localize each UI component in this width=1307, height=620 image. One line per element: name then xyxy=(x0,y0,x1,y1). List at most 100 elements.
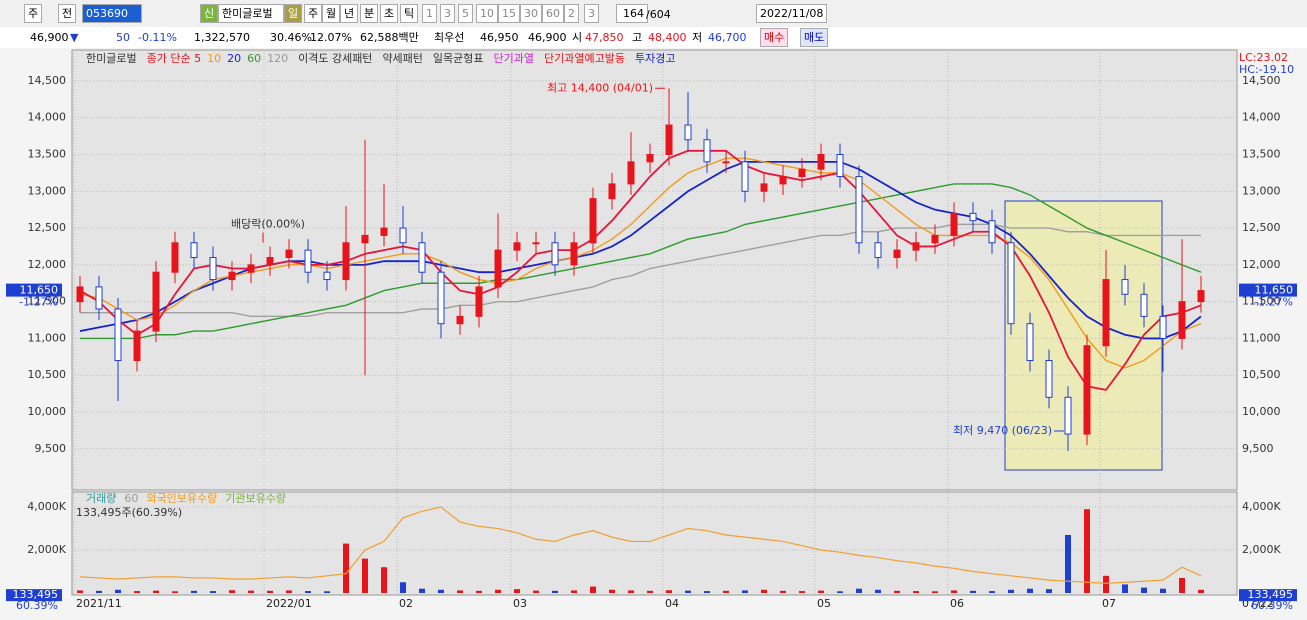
sell-btn[interactable]: 매도 xyxy=(800,28,829,47)
candle-body xyxy=(950,212,958,236)
volume-bar xyxy=(837,591,843,593)
volume-bar xyxy=(343,543,349,593)
candle-body xyxy=(760,183,768,192)
interval-btn[interactable]: 30 xyxy=(520,4,542,23)
menu[interactable]: 전 xyxy=(58,4,77,23)
volume-bar xyxy=(248,590,254,593)
volume-bar xyxy=(134,591,140,593)
code-input[interactable]: 053690 xyxy=(82,4,142,23)
buy-btn[interactable]: 매수 xyxy=(760,28,789,47)
interval-btn[interactable]: 15 xyxy=(498,4,520,23)
volume-bar xyxy=(191,590,197,593)
annotation: 최고 14,400 (04/01) xyxy=(547,81,653,94)
volume-bar xyxy=(628,590,634,593)
x-tick-label: 02 xyxy=(399,597,413,610)
current-price: 11,650 xyxy=(1255,284,1294,297)
interval-btn[interactable]: 5 xyxy=(458,4,473,23)
count-total: /604 xyxy=(646,8,671,21)
count[interactable]: 164 xyxy=(616,4,648,23)
volume-bar xyxy=(571,590,577,593)
open: 47,850 xyxy=(585,31,624,44)
volume-bar xyxy=(1198,589,1204,593)
candle-body xyxy=(475,286,483,317)
volume-bar xyxy=(913,591,919,593)
turnover: 30.46% xyxy=(270,31,312,44)
candle-body xyxy=(418,242,426,273)
y-tick-label: 13,000 xyxy=(1242,184,1281,197)
chart: 9,500 9,500 10,000 10,000 10,500 10,500 11,000… xyxy=(0,48,1307,620)
candle-body xyxy=(893,249,901,258)
period-btn[interactable]: 분 xyxy=(360,4,379,23)
legend-item: 단기과열예고발동 xyxy=(544,52,625,65)
volume-bar xyxy=(704,591,710,593)
volume-bar xyxy=(96,590,102,593)
y-tick-label: 11,500 xyxy=(28,295,67,308)
period-btn[interactable]: 주 xyxy=(304,4,323,23)
arrow: ▼ xyxy=(70,31,79,44)
date[interactable]: 2022/11/08 xyxy=(756,4,828,23)
candle-body xyxy=(380,227,388,236)
change-pct: -1.27% xyxy=(1254,296,1293,309)
price: 46,900 xyxy=(30,31,69,44)
y-tick-label: 2,000K xyxy=(1242,543,1281,556)
candle-body xyxy=(912,242,920,251)
period-btn[interactable]: 월 xyxy=(322,4,341,23)
low: 46,700 xyxy=(708,31,747,44)
x-tick-label: 06 xyxy=(950,597,964,610)
volume-bar xyxy=(799,591,805,593)
candle-body xyxy=(608,183,616,200)
candle-body xyxy=(817,153,825,170)
volume-bar xyxy=(666,590,672,593)
current-volume-box xyxy=(6,589,62,602)
candle-body xyxy=(494,249,502,288)
candle-body xyxy=(266,256,274,266)
lc-label: LC:23.02 xyxy=(1239,51,1288,64)
legend-item: 단기과열 xyxy=(494,52,534,65)
candle-body xyxy=(798,168,806,178)
candle-body xyxy=(285,249,293,258)
current-volume: 133,495 xyxy=(13,588,59,601)
stock-name: 한미글로벌 xyxy=(218,4,284,23)
candle-body xyxy=(114,308,122,362)
ma-line xyxy=(80,223,1201,318)
interval-btn[interactable]: 1 xyxy=(422,4,437,23)
candle-body xyxy=(513,242,521,251)
volume-bar xyxy=(1027,588,1033,593)
holding-line xyxy=(79,506,1202,584)
volume-bar xyxy=(609,589,615,593)
candle-body xyxy=(437,271,445,325)
candle-body xyxy=(1178,301,1186,339)
y-tick-label: 10,500 xyxy=(1242,368,1281,381)
legend-item: 20 xyxy=(227,52,241,65)
period-btn[interactable]: 일 xyxy=(284,4,303,23)
candle-body xyxy=(209,256,217,281)
legend-item: 60 xyxy=(247,52,261,65)
candle-body xyxy=(722,161,730,164)
volume-bar xyxy=(362,558,368,593)
interval-btn[interactable]: 60 xyxy=(542,4,564,23)
period-btn[interactable]: 틱 xyxy=(400,4,419,23)
x-tick-label: 07 xyxy=(1102,597,1116,610)
volume: 1,322,570 xyxy=(194,31,250,44)
period-btn[interactable]: 년 xyxy=(340,4,359,23)
label: 시 xyxy=(572,31,583,44)
period-btn[interactable]: 초 xyxy=(380,4,399,23)
menu[interactable]: 주 xyxy=(24,4,43,23)
x-tick-label: 2022/01 xyxy=(266,597,312,610)
volume-bar xyxy=(742,590,748,593)
candle-body xyxy=(855,176,863,244)
interval-btn[interactable]: 3 xyxy=(584,4,599,23)
ask: 46,950 xyxy=(480,31,519,44)
legend-item: 약세패턴 xyxy=(382,51,422,65)
interval-btn[interactable]: 2 xyxy=(564,4,579,23)
interval-btn[interactable]: 10 xyxy=(476,4,498,23)
y-tick-label: 11,500 xyxy=(1242,295,1281,308)
y-tick-label: 9,500 xyxy=(35,442,67,455)
volume-bar xyxy=(723,590,729,593)
volume-bar xyxy=(1160,588,1166,593)
candle-body xyxy=(1083,345,1091,435)
interval-btn[interactable]: 3 xyxy=(440,4,455,23)
legend-item: 60 xyxy=(124,492,138,505)
x-tick-label: 05 xyxy=(817,597,831,610)
candle-body xyxy=(627,161,635,185)
